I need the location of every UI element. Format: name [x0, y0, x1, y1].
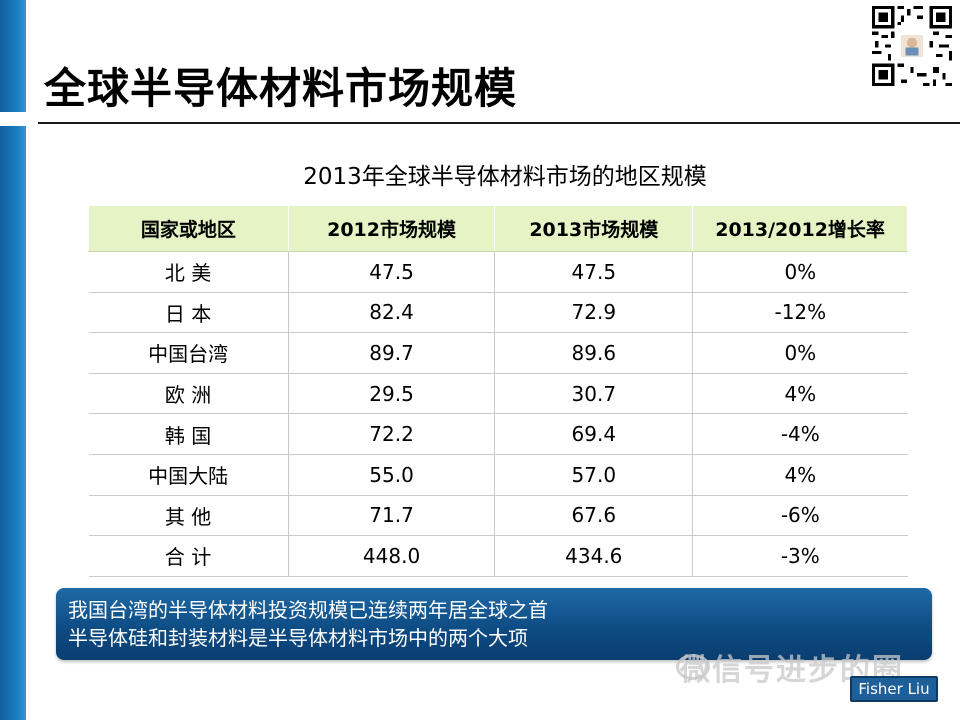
cell-2013: 89.6 — [494, 332, 694, 374]
cell-2012: 448.0 — [288, 535, 496, 577]
cell-2013: 434.6 — [494, 535, 694, 577]
cell-2013: 30.7 — [494, 373, 694, 415]
cell-region: 韩 国 — [88, 413, 289, 455]
cell-growth: -3% — [692, 535, 908, 577]
table-row: 日 本 82.4 72.9 -12% — [88, 292, 908, 334]
cell-2012: 71.7 — [288, 495, 496, 537]
cell-region: 日 本 — [88, 292, 289, 334]
header-growth-rate: 2013/2012增长率 — [692, 205, 908, 252]
cell-growth: 0% — [692, 332, 908, 374]
wechat-icon — [676, 654, 710, 680]
cell-growth: 4% — [692, 454, 908, 496]
header-2012-size: 2012市场规模 — [287, 205, 496, 252]
cell-growth: 0% — [692, 251, 908, 293]
table-row: 北 美 47.5 47.5 0% — [88, 251, 908, 293]
author-badge: Fisher Liu — [850, 676, 938, 702]
cell-2012: 82.4 — [288, 292, 496, 334]
summary-note-box: 我国台湾的半导体材料投资规模已连续两年居全球之首 半导体硅和封装材料是半导体材料… — [56, 588, 932, 660]
left-accent-bar — [0, 0, 26, 720]
table-row: 其 他 71.7 67.6 -6% — [88, 495, 908, 537]
cell-2012: 89.7 — [288, 332, 496, 374]
table-row: 中国大陆 55.0 57.0 4% — [88, 454, 908, 496]
cell-2012: 55.0 — [288, 454, 496, 496]
cell-region: 中国台湾 — [88, 332, 289, 374]
cell-growth: 4% — [692, 373, 908, 415]
table-row: 韩 国 72.2 69.4 -4% — [88, 413, 908, 455]
cell-region: 合 计 — [88, 535, 289, 577]
note-line-1: 我国台湾的半导体材料投资规模已连续两年居全球之首 — [68, 598, 548, 622]
cell-growth: -12% — [692, 292, 908, 334]
cell-2013: 72.9 — [494, 292, 694, 334]
cell-2012: 47.5 — [288, 251, 496, 293]
table-row: 欧 洲 29.5 30.7 4% — [88, 373, 908, 415]
title-underline — [38, 122, 960, 124]
cell-region: 其 他 — [88, 495, 289, 537]
cell-2013: 69.4 — [494, 413, 694, 455]
header-region: 国家或地区 — [88, 205, 289, 252]
cell-region: 欧 洲 — [88, 373, 289, 415]
table-header-row: 国家或地区 2012市场规模 2013市场规模 2013/2012增长率 — [88, 205, 908, 252]
cell-2013: 57.0 — [494, 454, 694, 496]
cell-2013: 47.5 — [494, 251, 694, 293]
market-size-table: 国家或地区 2012市场规模 2013市场规模 2013/2012增长率 北 美… — [88, 205, 908, 577]
table-row-total: 合 计 448.0 434.6 -3% — [88, 535, 908, 577]
left-bar-notch — [0, 112, 26, 126]
header-2013-size: 2013市场规模 — [494, 205, 694, 252]
cell-2012: 29.5 — [288, 373, 496, 415]
cell-region: 中国大陆 — [88, 454, 289, 496]
cell-2013: 67.6 — [494, 495, 694, 537]
qr-code-icon — [872, 6, 952, 86]
cell-growth: -4% — [692, 413, 908, 455]
cell-region: 北 美 — [88, 251, 289, 293]
slide-title: 全球半导体材料市场规模 — [44, 64, 518, 113]
table-caption: 2013年全球半导体材料市场的地区规模 — [303, 164, 707, 190]
note-line-2: 半导体硅和封装材料是半导体材料市场中的两个大项 — [68, 626, 528, 650]
table-row: 中国台湾 89.7 89.6 0% — [88, 332, 908, 374]
cell-2012: 72.2 — [288, 413, 496, 455]
cell-growth: -6% — [692, 495, 908, 537]
